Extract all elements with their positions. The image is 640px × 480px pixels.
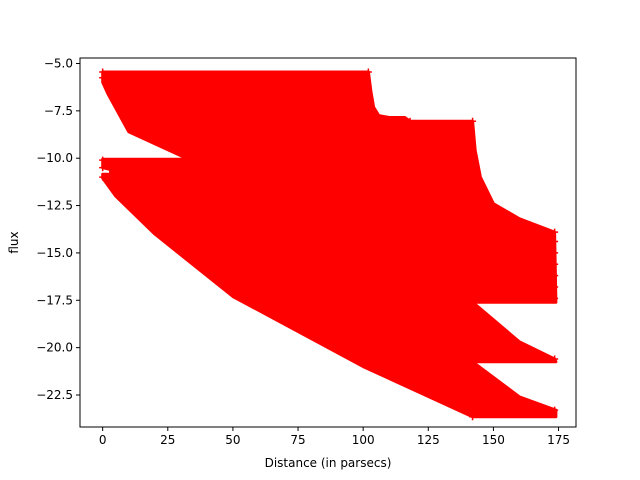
y-axis: −5.0 −7.5 −10.0 −12.5 −15.0 −17.5 −20.0 −22.5 [36, 56, 80, 402]
plus-marker [99, 164, 107, 172]
plot-area [99, 68, 559, 421]
plus-marker [551, 238, 559, 246]
plus-marker [551, 406, 559, 414]
x-tick-label: 25 [160, 433, 175, 447]
y-tick-label: −7.5 [44, 104, 73, 118]
plus-marker [99, 156, 107, 164]
axes-frame [79, 57, 577, 428]
plus-marker [551, 249, 559, 257]
y-tick-label: −5.0 [44, 56, 73, 70]
x-tick-label: 100 [352, 433, 375, 447]
x-tick-label: 150 [482, 433, 505, 447]
plus-marker [99, 74, 107, 82]
x-tick-label: 125 [417, 433, 440, 447]
x-axis: 0 25 50 75 100 125 150 175 [99, 427, 570, 447]
x-tick-label: 0 [99, 433, 107, 447]
x-axis-label: Distance (in parsecs) [265, 456, 392, 470]
plus-marker [469, 298, 477, 306]
plus-marker [551, 260, 559, 268]
plus-marker [469, 117, 477, 125]
plus-marker [364, 68, 372, 76]
y-tick-label: −20.0 [36, 341, 73, 355]
plus-marker [551, 283, 559, 291]
plus-marker [551, 294, 559, 302]
plus-marker [551, 272, 559, 280]
y-tick-label: −15.0 [36, 246, 73, 260]
x-tick-label: 175 [547, 433, 570, 447]
x-tick-label: 75 [290, 433, 305, 447]
plus-marker [99, 173, 107, 181]
y-tick-label: −10.0 [36, 151, 73, 165]
y-tick-label: −12.5 [36, 199, 73, 213]
plus-marker [551, 355, 559, 363]
plus-marker [406, 117, 414, 125]
y-tick-label: −22.5 [36, 388, 73, 402]
plus-marker [469, 358, 477, 366]
y-axis-label: flux [7, 231, 21, 253]
y-tick-label: −17.5 [36, 293, 73, 307]
x-tick-label: 50 [225, 433, 240, 447]
plus-marker [551, 228, 559, 236]
plus-marker [469, 413, 477, 421]
